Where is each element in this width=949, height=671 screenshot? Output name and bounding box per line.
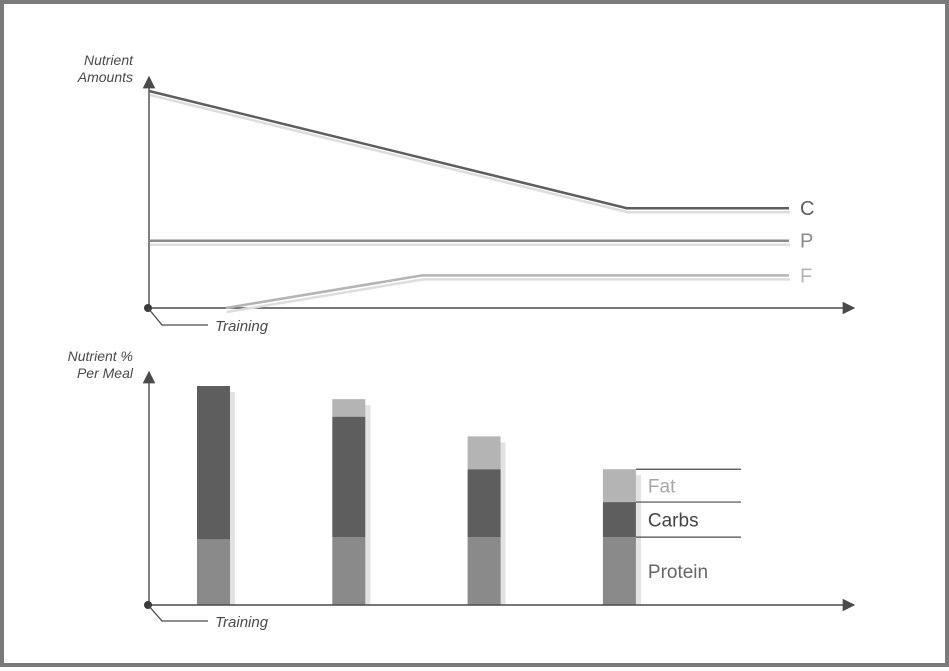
- bar-segment-protein: [197, 539, 230, 605]
- bar-chart-ylabel-line2: Per Meal: [77, 365, 134, 381]
- bar-chart-training-label: Training: [215, 614, 269, 631]
- line-chart-ylabel-line2: Amounts: [77, 69, 133, 85]
- line-chart-training-leader: [147, 307, 208, 326]
- bar-segment-carbs: [332, 416, 366, 538]
- line-series-f: [225, 274, 789, 310]
- bar-segment-carbs: [602, 502, 636, 538]
- line-series-c: [148, 89, 789, 210]
- bar-chart-training-leader: [147, 604, 208, 622]
- bar-segment-fat: [467, 436, 501, 470]
- line-chart: Nutrient Amounts Training CPF: [77, 52, 856, 335]
- line-series-c-shadow: [149, 93, 790, 214]
- bar-segment-protein: [332, 537, 366, 605]
- legend-label-fat: Fat: [648, 477, 676, 498]
- nutrient-charts: Nutrient Amounts Training CPF Nutrient %…: [68, 52, 856, 631]
- line-series-label-f: F: [800, 265, 812, 287]
- line-series-label-c: C: [800, 198, 814, 220]
- bar-segment-carbs: [467, 469, 501, 538]
- bar-segment-carbs: [197, 386, 230, 540]
- bar-segment-protein: [467, 537, 501, 605]
- bar-segment-protein: [602, 537, 636, 605]
- line-series-label-p: P: [800, 231, 813, 253]
- bar-chart: Nutrient % Per Meal Training Protein Carb…: [68, 348, 856, 631]
- legend-label-carbs: Carbs: [648, 511, 699, 532]
- bar-segment-fat: [332, 399, 366, 417]
- bar-chart-ylabel-line1: Nutrient %: [68, 348, 133, 364]
- bar-segment-fat: [602, 469, 636, 503]
- line-chart-ylabel-line1: Nutrient: [84, 52, 134, 68]
- line-series-f-shadow: [226, 278, 790, 314]
- line-chart-training-label: Training: [215, 318, 269, 335]
- legend-label-protein: Protein: [648, 562, 708, 583]
